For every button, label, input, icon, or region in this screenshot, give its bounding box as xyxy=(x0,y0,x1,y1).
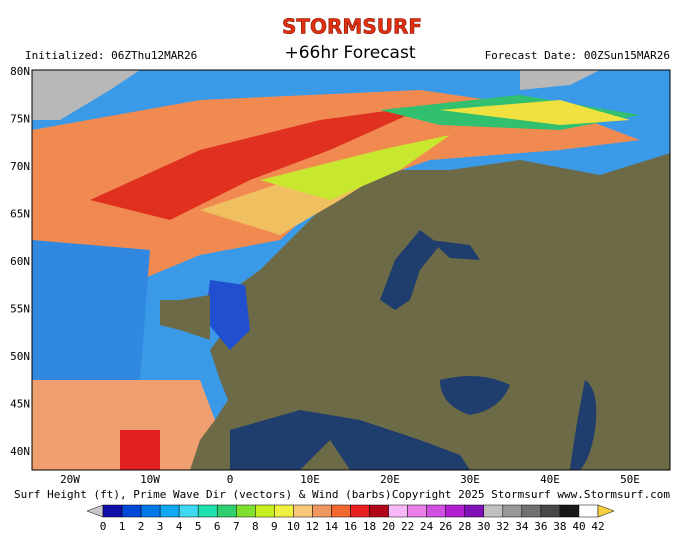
lat-label: 70N xyxy=(10,160,30,173)
lon-label: 50E xyxy=(620,473,640,486)
colorbar-box xyxy=(159,504,180,518)
colorbar-box xyxy=(464,504,485,518)
colorbar-label: 12 xyxy=(306,520,319,533)
colorbar-box xyxy=(197,504,218,518)
lon-label: 40E xyxy=(540,473,560,486)
colorbar-box xyxy=(483,504,504,518)
lat-label: 50N xyxy=(10,350,30,363)
colorbar-label: 8 xyxy=(252,520,259,533)
colorbar-label: 40 xyxy=(572,520,585,533)
colorbar-label: 18 xyxy=(363,520,376,533)
colorbar-label: 1 xyxy=(119,520,126,533)
lon-label: 0 xyxy=(227,473,234,486)
lon-label: 30E xyxy=(460,473,480,486)
lat-label: 60N xyxy=(10,255,30,268)
caption: Surf Height (ft), Prime Wave Dir (vector… xyxy=(14,488,392,501)
colorbar-label: 7 xyxy=(233,520,240,533)
forecast-date: Forecast Date: 00ZSun15MAR26 xyxy=(485,49,670,62)
colorbar-label: 42 xyxy=(591,520,604,533)
colorbar-label: 2 xyxy=(138,520,145,533)
colorbar-box xyxy=(274,504,294,518)
colorbar-box xyxy=(216,504,237,518)
lat-label: 80N xyxy=(10,65,30,78)
colorbar-label: 0 xyxy=(100,520,107,533)
colorbar-label: 34 xyxy=(515,520,529,533)
colorbar-box xyxy=(293,504,313,518)
colorbar-label: 6 xyxy=(214,520,221,533)
colorbar-label: 36 xyxy=(534,520,547,533)
lat-label: 75N xyxy=(10,113,30,126)
colorbar-box xyxy=(236,504,256,518)
colorbar-box xyxy=(121,504,142,518)
colorbar-label: 26 xyxy=(439,520,452,533)
colorbar-label: 9 xyxy=(271,520,278,533)
lon-label: 20E xyxy=(380,473,400,486)
colorbar-high-arrow xyxy=(597,504,615,518)
map xyxy=(32,70,670,470)
colorbar-box xyxy=(350,504,370,518)
colorbar-label: 20 xyxy=(382,520,395,533)
colorbar-label: 10 xyxy=(287,520,300,533)
lon-label: 10W xyxy=(140,473,160,486)
colorbar-box xyxy=(559,504,580,518)
colorbar-box xyxy=(426,504,446,518)
colorbar-box xyxy=(140,504,161,518)
lon-label: 10E xyxy=(300,473,320,486)
lat-label: 40N xyxy=(10,445,30,458)
initialized: Initialized: 06ZThu12MAR26 xyxy=(25,49,197,62)
colorbar-low-arrow xyxy=(86,504,104,518)
colorbar-box xyxy=(540,504,561,518)
colorbar-box xyxy=(445,504,465,518)
colorbar-box xyxy=(502,504,523,518)
colorbar-label: 24 xyxy=(420,520,434,533)
lat-label: 65N xyxy=(10,208,30,221)
colorbar-box xyxy=(407,504,427,518)
colorbar-label: 28 xyxy=(458,520,471,533)
logo: STORMSURF xyxy=(282,15,422,39)
colorbar-box xyxy=(578,504,599,518)
colorbar-label: 3 xyxy=(157,520,164,533)
copyright: Copyright 2025 Stormsurf www.Stormsurf.c… xyxy=(392,488,671,501)
colorbar-box xyxy=(521,504,542,518)
forecast-title: +66hr Forecast xyxy=(285,43,416,63)
colorbar-box xyxy=(331,504,351,518)
colorbar-label: 30 xyxy=(477,520,490,533)
colorbar-box xyxy=(102,504,123,518)
colorbar-label: 16 xyxy=(344,520,357,533)
colorbar-label: 5 xyxy=(195,520,202,533)
lat-label: 45N xyxy=(10,398,30,411)
colorbar-label: 22 xyxy=(401,520,414,533)
colorbar-box xyxy=(369,504,389,518)
colorbar-box xyxy=(178,504,199,518)
colorbar-label: 14 xyxy=(325,520,339,533)
map-frame xyxy=(31,69,671,471)
colorbar-box xyxy=(312,504,332,518)
lon-label: 20W xyxy=(60,473,80,486)
colorbar-box xyxy=(388,504,408,518)
colorbar-label: 38 xyxy=(553,520,566,533)
colorbar-box xyxy=(255,504,275,518)
colorbar-label: 32 xyxy=(496,520,509,533)
lat-label: 55N xyxy=(10,303,30,316)
colorbar-label: 4 xyxy=(176,520,183,533)
